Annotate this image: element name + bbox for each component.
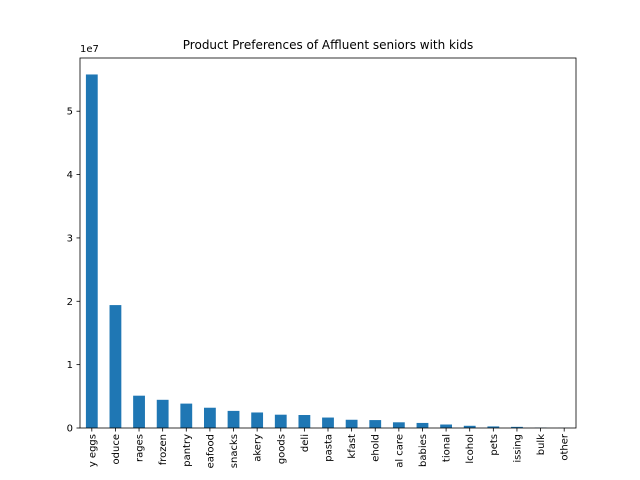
x-tick-label: bulk (536, 434, 547, 455)
bar-personal-care (392, 422, 405, 428)
chart-title: Product Preferences of Affluent seniors … (183, 38, 473, 52)
bar-beverages (133, 395, 145, 428)
bar-meat-seafood (204, 407, 216, 428)
x-tick-label: frozen (158, 434, 169, 465)
bar-canned-goods (274, 414, 287, 428)
bar-alcohol (463, 425, 476, 428)
bar-bakery (251, 412, 264, 428)
bar-international (440, 424, 452, 428)
y-tick-label: 3 (67, 233, 73, 244)
x-tick-label: pets (489, 434, 500, 456)
y-tick-label: 5 (67, 107, 73, 118)
bar-household (369, 420, 382, 428)
bar-dry-goods-pasta (322, 417, 334, 428)
x-axis: y eggs oduce rages frozen pantry eafood snacks… (87, 428, 571, 468)
x-tick-label: pantry (182, 434, 193, 467)
bar-pets (487, 426, 500, 428)
x-tick-label: tional (442, 434, 453, 462)
x-tick-label: babies (418, 434, 429, 467)
x-tick-label: al care (394, 434, 405, 468)
x-tick-label: kfast (347, 434, 358, 459)
x-tick-label: issing (512, 434, 523, 463)
y-tick-label: 1 (67, 360, 73, 371)
x-tick-label: oduce (111, 434, 122, 464)
x-tick-label: ehold (371, 434, 382, 462)
y-tick-label: 2 (67, 297, 73, 308)
x-tick-label: rages (135, 434, 146, 462)
x-tick-label: other (560, 433, 571, 461)
bar-pantry (180, 403, 193, 428)
bar-breakfast (345, 419, 358, 428)
y-tick-label: 4 (67, 170, 73, 181)
x-tick-label: pasta (324, 434, 335, 462)
x-tick-label: snacks (229, 434, 240, 468)
bar-deli (298, 415, 311, 428)
bar-frozen (156, 399, 169, 428)
y-axis-offset-text: 1e7 (80, 44, 99, 55)
bar-snacks (227, 410, 240, 428)
x-tick-label: y eggs (87, 434, 98, 467)
bars-group (85, 74, 571, 429)
y-tick-label: 0 (67, 424, 73, 435)
x-tick-label: deli (300, 434, 311, 452)
x-tick-label: akery (253, 434, 264, 462)
y-axis: 0 1 2 3 4 5 (67, 107, 80, 435)
bar-produce (109, 305, 122, 428)
bar-dairy-eggs (85, 74, 98, 429)
bar-babies (416, 422, 429, 428)
x-tick-label: lcohol (465, 434, 476, 464)
x-tick-label: goods (276, 434, 287, 464)
x-tick-label: eafood (205, 434, 216, 468)
bar-missing (511, 426, 523, 428)
plot-frame (79, 57, 577, 429)
